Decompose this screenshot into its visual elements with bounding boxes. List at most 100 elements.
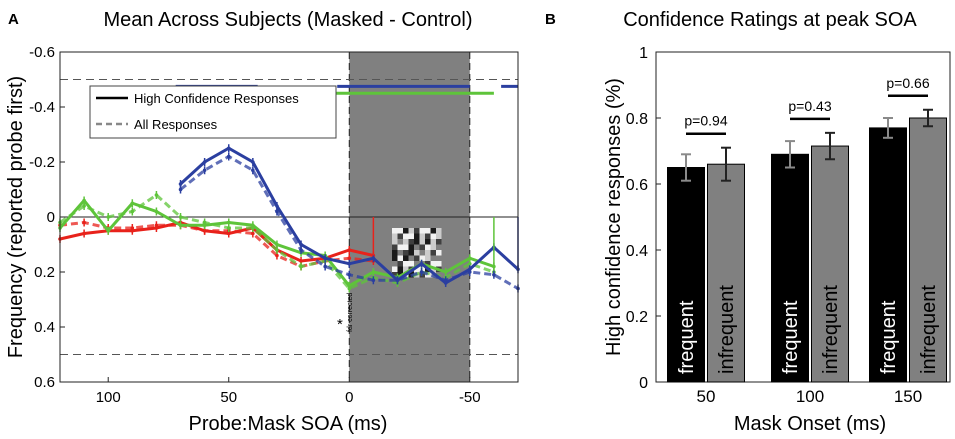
data-point [202,160,207,164]
mask-cell [414,239,420,245]
x-tick-label: 50 [697,387,716,406]
mask-cell [392,244,398,250]
data-point [467,261,472,266]
data-point [371,278,376,283]
mask-cell [436,228,442,234]
mask-cell [430,255,436,261]
p-value-label: p=0.66 [886,75,929,91]
chart-a-title: Mean Across Subjects (Masked - Control) [103,9,472,31]
y-tick-label: 0.6 [626,177,648,194]
panel-a-letter: A [8,11,19,28]
mask-cell [403,266,409,272]
data-point [275,209,279,214]
data-point [226,226,231,230]
mask-cell [403,261,409,267]
data-point [467,270,472,274]
mask-cell [403,250,409,256]
mask-cell [419,244,425,250]
data-point [419,261,424,266]
data-point [275,242,279,247]
data-point [202,168,207,173]
data-point [130,201,135,206]
data-point [130,209,135,214]
x-tick-label: 100 [96,389,121,406]
bar-label-infrequent: infrequent [716,285,738,374]
legend-dashed-label: All Responses [134,117,218,132]
bar-label-frequent: frequent [878,300,900,374]
mask-image [392,228,442,278]
y-tick-label: -0.6 [29,44,55,61]
mask-cell [403,244,409,250]
y-tick-label: 0.2 [34,264,55,281]
y-tick-label: 0.2 [626,309,648,326]
data-point [443,270,448,274]
mask-cell [425,233,431,239]
mask-cell [403,233,409,239]
data-point [82,198,86,203]
data-point [226,146,231,151]
bar-infrequent [707,163,745,383]
mask-cell [397,239,403,245]
mask-cell [414,266,420,272]
data-point [226,154,231,159]
mask-cell [397,244,403,250]
data-point [251,226,255,230]
data-point [154,223,159,228]
mask-cell [408,228,414,234]
mask-cell [430,233,436,239]
data-point [202,220,207,225]
mask-cell [392,255,398,261]
mask-cell [403,228,409,234]
mask-cell [419,233,425,239]
mask-cell [408,244,414,250]
data-point [299,242,303,247]
mask-cell [430,261,436,267]
data-point [323,256,327,261]
data-point [395,278,400,283]
mask-cell [414,250,420,256]
mask-cell [392,228,398,234]
chart-a-ylabel: Frequency (reported probe first) [5,76,27,358]
panel-b-letter: B [545,11,556,28]
mask-cell [419,239,425,245]
data-point [347,286,352,291]
mask-cell [414,228,420,234]
mask-cell [392,250,398,256]
data-point [347,256,352,261]
mask-cell [392,239,398,245]
bar-label-infrequent: infrequent [918,285,940,374]
bar-frequent [771,153,809,383]
bar-frequent [869,127,907,383]
mask-cell [419,250,425,256]
y-tick-label: 0 [47,209,55,226]
data-point [299,248,303,252]
data-point [492,272,496,277]
data-point [251,168,255,173]
mask-cell [414,244,420,250]
legend-box [89,85,337,139]
data-point [467,256,472,261]
data-point [275,248,279,252]
data-point [371,270,376,274]
x-tick-label: 0 [345,389,353,406]
y-tick-label: 0 [639,375,648,392]
x-tick-label: 50 [220,389,237,406]
mask-cell [397,255,403,261]
data-point [178,187,183,192]
x-tick-label: 150 [894,387,922,406]
y-tick-label: 0.6 [34,374,55,391]
data-point [178,223,183,228]
mask-cell [436,250,442,256]
data-point [347,261,352,266]
mask-cell [436,261,442,267]
data-point [443,278,448,283]
mask-cell [408,233,414,239]
mask-cell [425,239,431,245]
mask-cell [397,233,403,239]
chart-b-title: Confidence Ratings at peak SOA [623,9,917,31]
mask-cell [392,266,398,272]
y-tick-label: 1 [639,45,648,62]
bar-frequent [667,167,705,383]
mask-cell [403,239,409,245]
